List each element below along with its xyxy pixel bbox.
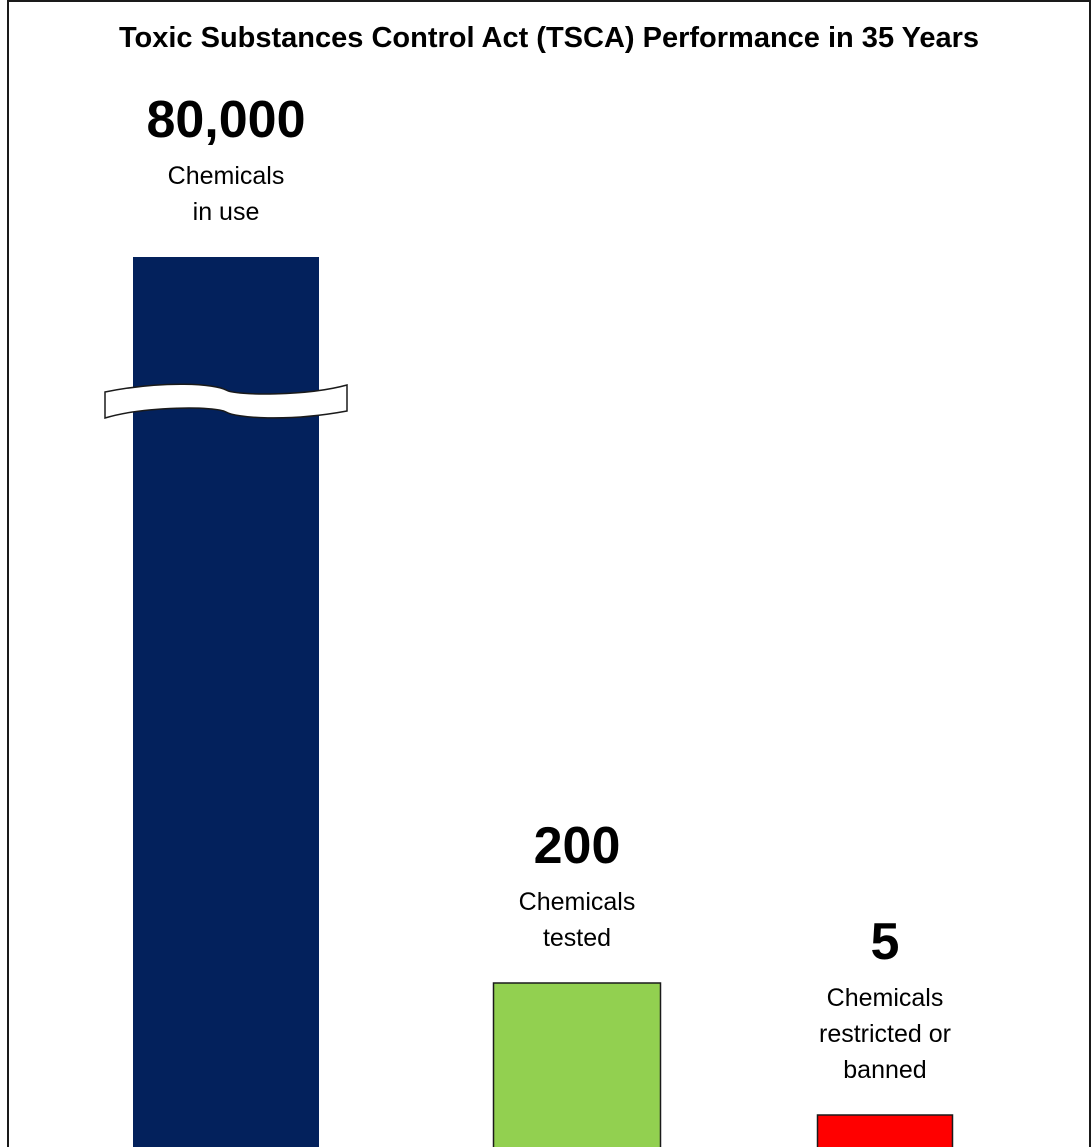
category-label-0-line-1: in use [193, 198, 260, 226]
category-label-2-line-2: banned [843, 1056, 926, 1084]
value-label-2: 5 [871, 913, 900, 971]
category-label-2-line-0: Chemicals [827, 984, 944, 1012]
bar-2 [816, 1114, 954, 1147]
category-label-1-line-1: tested [543, 924, 611, 952]
chart-frame [7, 0, 1091, 1147]
axis-break-mark [104, 383, 348, 420]
chart-title: Toxic Substances Control Act (TSCA) Perf… [118, 22, 980, 54]
value-label-1: 200 [534, 817, 621, 875]
category-label-0-line-0: Chemicals [168, 162, 285, 190]
category-label-2-line-1: restricted or [819, 1020, 951, 1048]
value-label-0: 80,000 [146, 91, 305, 149]
bar-1 [492, 982, 662, 1147]
category-label-1-line-0: Chemicals [519, 888, 636, 916]
